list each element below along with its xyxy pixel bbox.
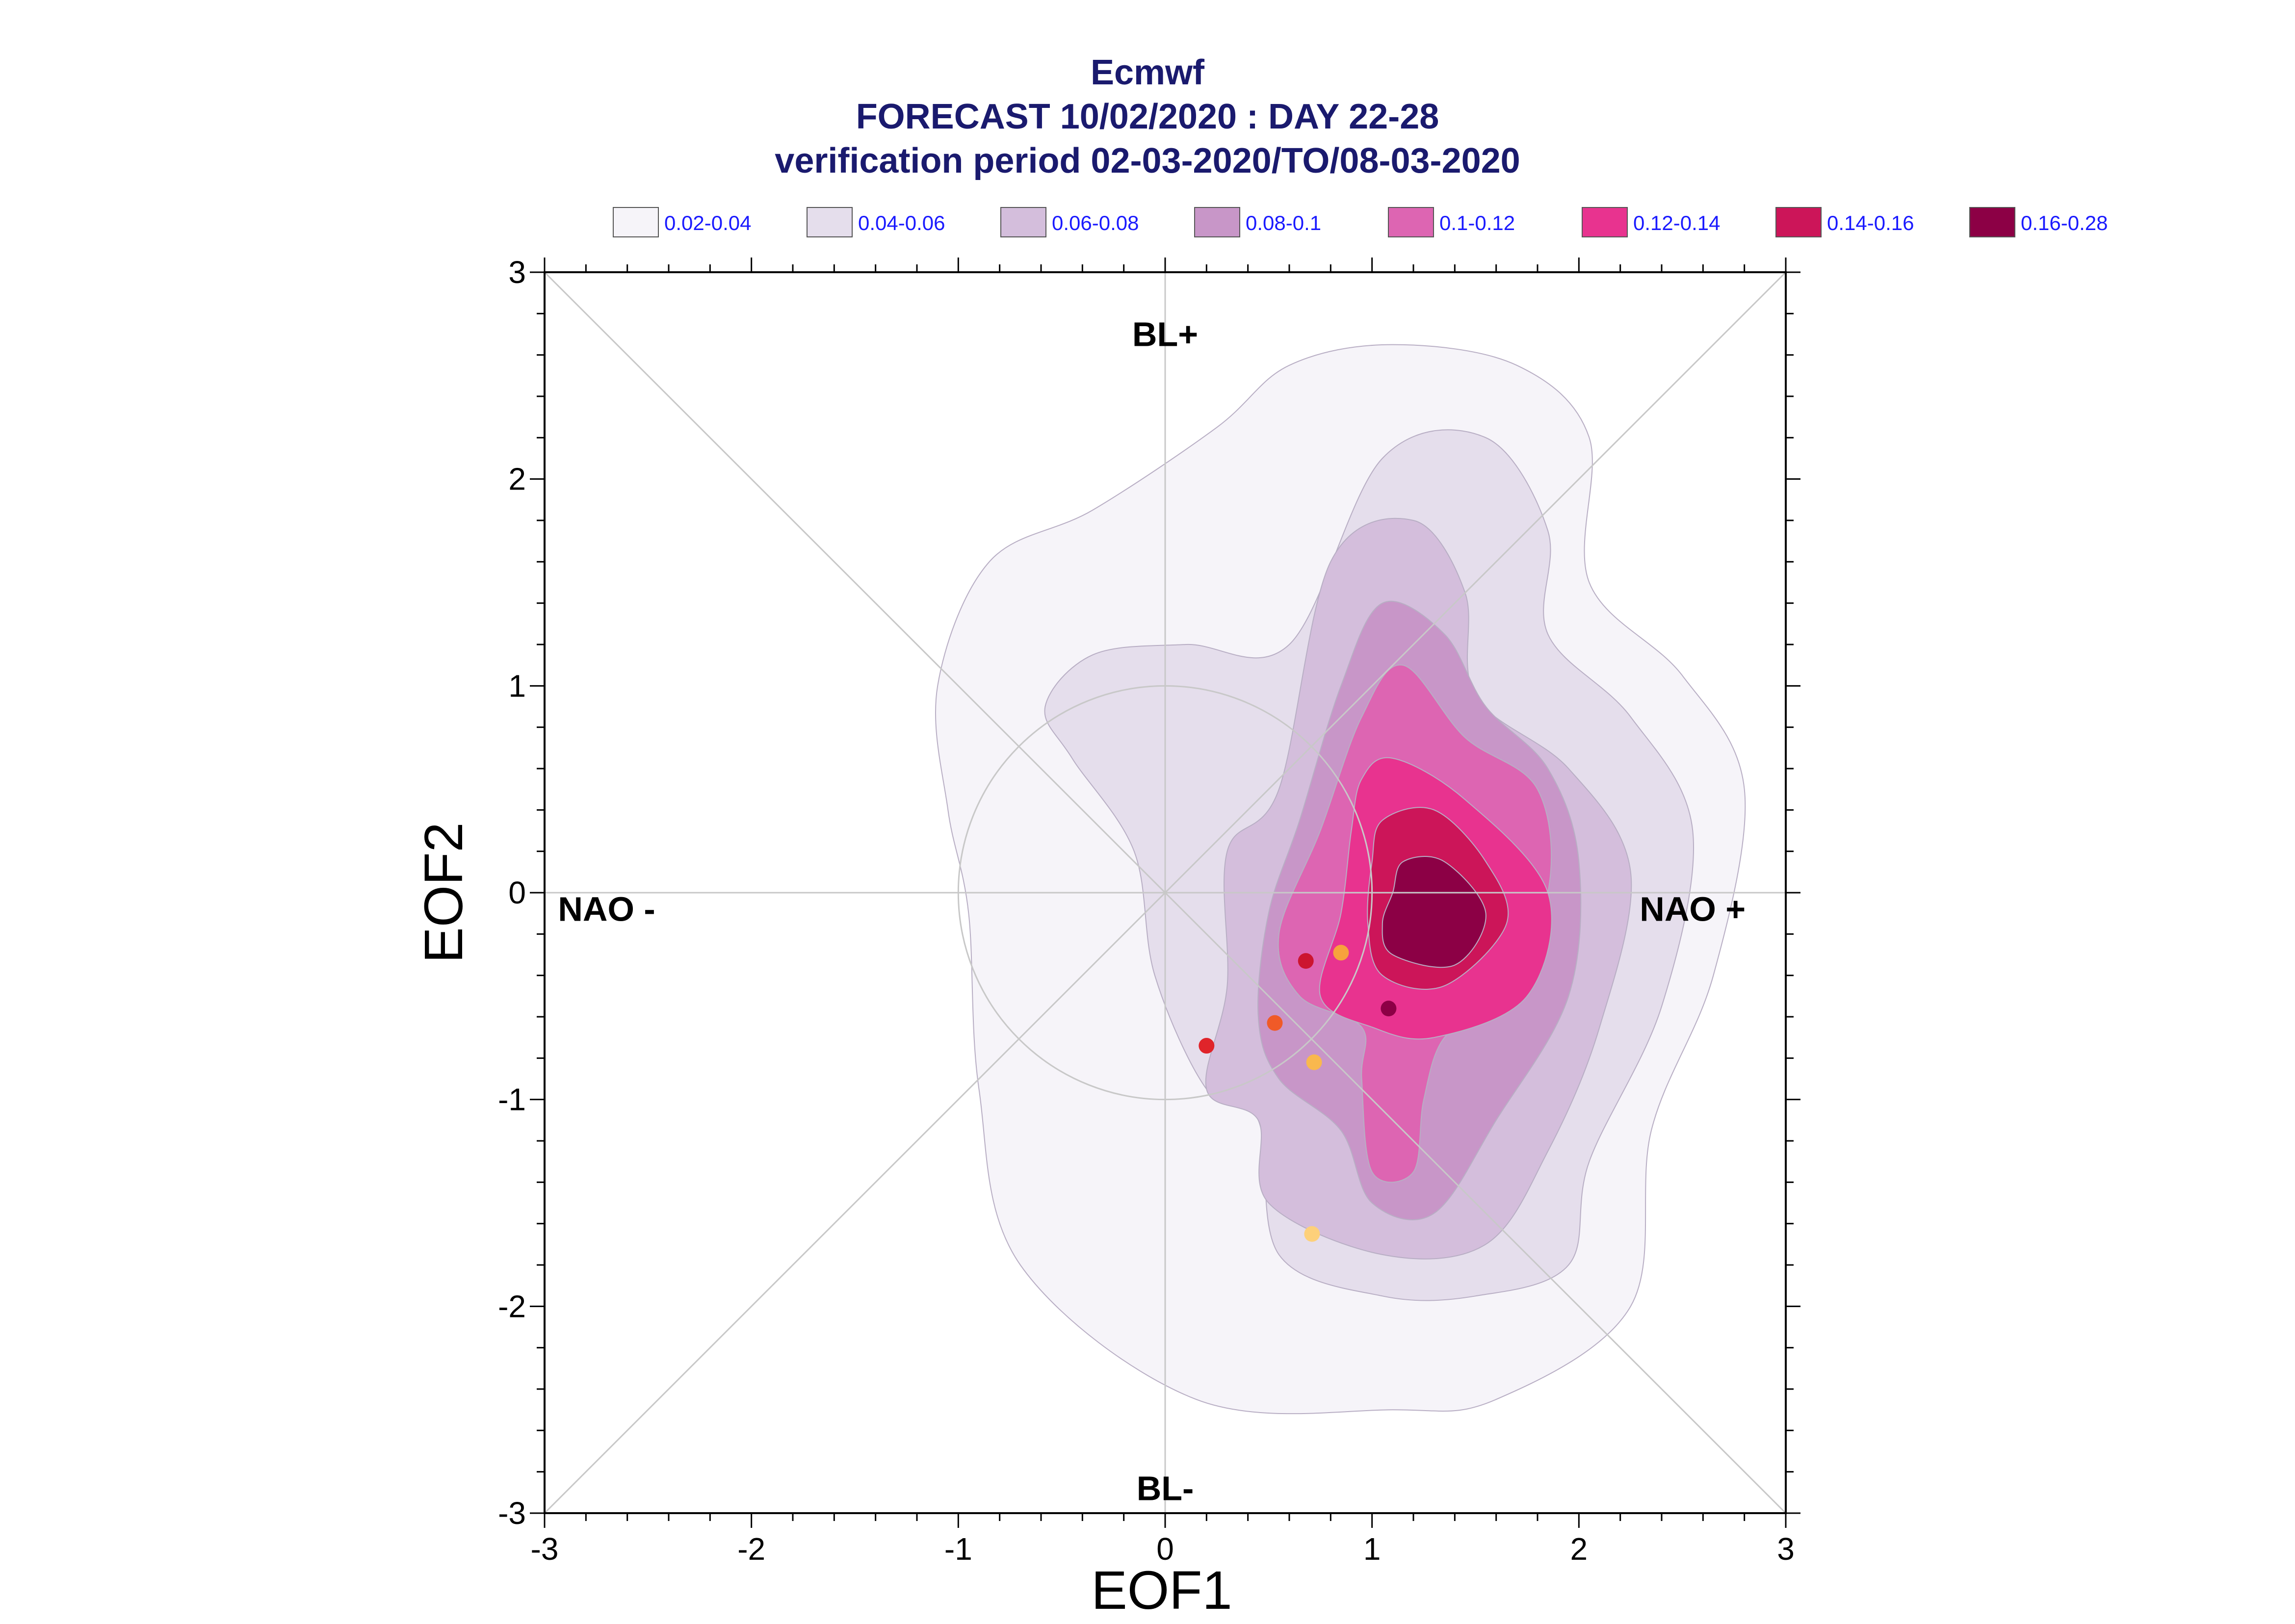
member-point-6: [1306, 1054, 1322, 1070]
legend-item: 0.16-0.28: [1969, 207, 2108, 237]
plot-area: -3 -2 -1 0 1 2 3 3 2 1 0 -1 -2 -3 BL+ BL- NAO - NAO +: [498, 255, 1800, 1567]
member-point-7: [1304, 1226, 1320, 1242]
y-tick-label: 3: [508, 255, 526, 290]
legend-label: 0.14-0.16: [1827, 211, 1914, 234]
regime-label: NAO +: [1640, 890, 1746, 928]
x-tick-label: 2: [1570, 1531, 1588, 1567]
legend-swatch: [1388, 207, 1434, 237]
y-tick-label: 2: [508, 462, 526, 497]
y-tick-label: 0: [508, 875, 526, 910]
legend-label: 0.16-0.28: [2021, 211, 2108, 234]
legend-label: 0.08-0.1: [1246, 211, 1321, 234]
y-tick-label: -1: [498, 1082, 526, 1117]
member-point-2: [1333, 945, 1349, 961]
y-tick-label: 1: [508, 668, 526, 703]
legend: 0.02-0.04 0.04-0.06 0.06-0.08 0.08-0.1 0.1-0…: [613, 207, 2108, 237]
x-tick-label: 3: [1777, 1531, 1795, 1567]
regime-label: BL-: [1137, 1469, 1194, 1507]
x-tick-label: 0: [1156, 1531, 1174, 1567]
legend-swatch: [613, 207, 659, 237]
legend-label: 0.1-0.12: [1439, 211, 1515, 234]
y-tick-label: -2: [498, 1289, 526, 1324]
x-tick-label: -3: [531, 1531, 559, 1567]
legend-swatch: [1194, 207, 1240, 237]
legend-label: 0.06-0.08: [1052, 211, 1139, 234]
x-tick-label: -1: [944, 1531, 972, 1567]
regime-label: BL+: [1132, 315, 1198, 354]
guide-lines: [544, 271, 1787, 1514]
regime-label: NAO -: [558, 890, 655, 928]
member-point-1: [1298, 953, 1314, 969]
legend-item: 0.06-0.08: [1000, 207, 1139, 237]
legend-swatch: [807, 207, 853, 237]
x-tick-label: 1: [1363, 1531, 1381, 1567]
chart-title: Ecmwf FORECAST 10/02/2020 : DAY 22-28 ve…: [775, 53, 1520, 180]
regime-labels: BL+ BL- NAO - NAO +: [558, 315, 1746, 1508]
x-tick-label: -2: [737, 1531, 765, 1567]
member-points: [1199, 945, 1397, 1242]
legend-swatch: [1775, 207, 1822, 237]
member-point-3: [1381, 1001, 1397, 1017]
member-point-4: [1267, 1015, 1283, 1031]
legend-item: 0.02-0.04: [613, 207, 751, 237]
legend-item: 0.14-0.16: [1775, 207, 1914, 237]
legend-swatch: [1000, 207, 1046, 237]
legend-label: 0.04-0.06: [858, 211, 945, 234]
legend-item: 0.08-0.1: [1194, 207, 1321, 237]
legend-label: 0.02-0.04: [664, 211, 751, 234]
legend-item: 0.1-0.12: [1388, 207, 1515, 237]
legend-item: 0.12-0.14: [1582, 207, 1720, 237]
title-line-3: verification period 02-03-2020/TO/08-03-…: [775, 141, 1520, 180]
density-contour-level-8: [1382, 856, 1487, 968]
title-line-2: FORECAST 10/02/2020 : DAY 22-28: [856, 97, 1439, 136]
legend-swatch: [1969, 207, 2015, 237]
legend-label: 0.12-0.14: [1633, 211, 1720, 234]
x-axis-title: EOF1: [1091, 1560, 1232, 1621]
legend-item: 0.04-0.06: [807, 207, 945, 237]
y-axis-title: EOF2: [414, 822, 474, 963]
y-tick-label: -3: [498, 1495, 526, 1531]
axis-ticks: -3 -2 -1 0 1 2 3 3 2 1 0 -1 -2 -3: [498, 255, 1800, 1567]
member-point-5: [1199, 1038, 1215, 1054]
title-line-1: Ecmwf: [1091, 53, 1205, 92]
legend-swatch: [1582, 207, 1628, 237]
unit-circle: [957, 685, 1373, 1101]
density-contours: [935, 344, 1746, 1415]
